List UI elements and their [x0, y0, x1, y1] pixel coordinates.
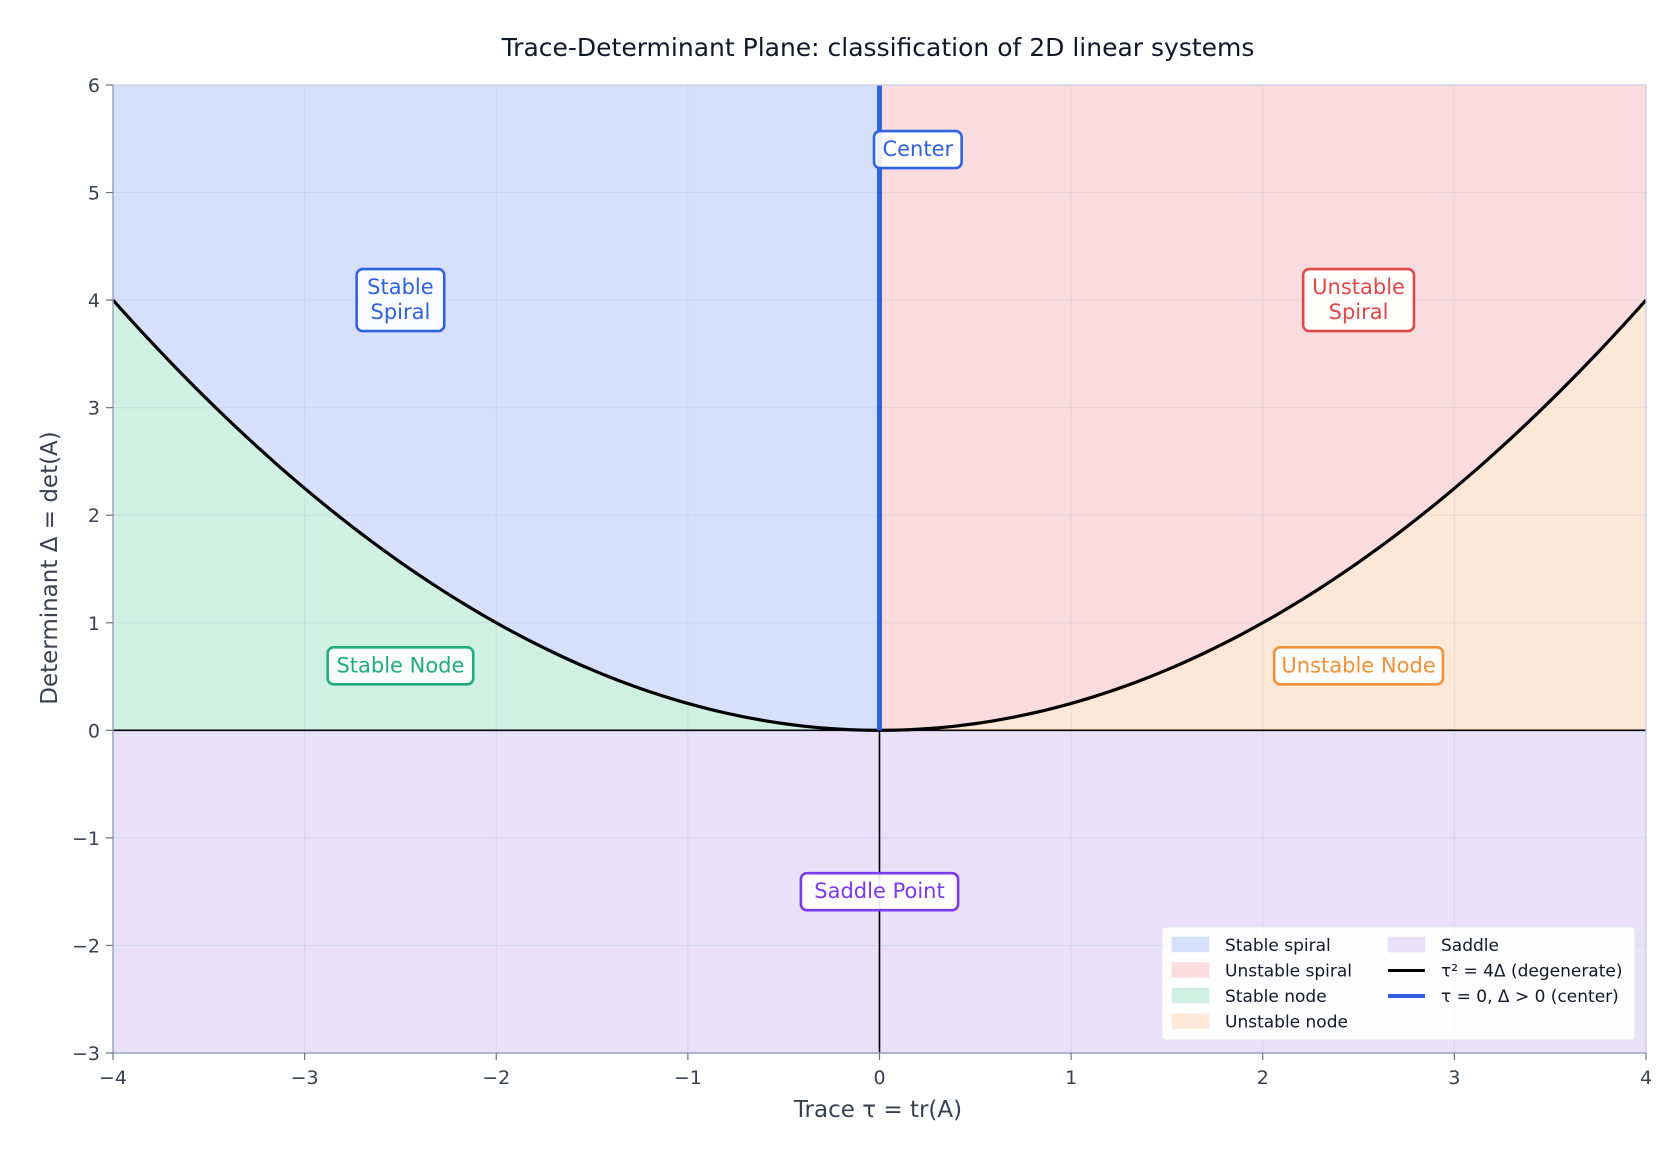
annotation-box — [1272, 645, 1445, 686]
legend-swatch — [1171, 962, 1210, 978]
annotation-line: Center — [882, 137, 953, 161]
annotation-unstable-node: Unstable Node — [1272, 645, 1445, 686]
y-tick-label: 0 — [88, 720, 100, 742]
annotation-line: Spiral — [1329, 300, 1389, 324]
x-tick-label: −1 — [674, 1067, 702, 1089]
legend-label: Stable node — [1225, 987, 1327, 1007]
region-unstable-node — [879, 300, 1646, 731]
legend-layer: Stable spiral Unstable spiral Stable node U… — [1161, 926, 1636, 1041]
y-tick-label: 6 — [88, 75, 100, 97]
annotation-center: Center — [872, 129, 963, 170]
y-tick-label: −1 — [72, 828, 100, 850]
legend-label: Unstable spiral — [1225, 962, 1352, 982]
region-stable-node — [113, 300, 880, 731]
legend-swatch — [1387, 936, 1426, 953]
annotation-box — [355, 267, 446, 333]
annotation-text: Unstable Spiral — [1312, 275, 1405, 324]
annotation-stable-spiral: Stable Spiral — [355, 267, 446, 333]
annotation-text: Saddle Point — [814, 879, 944, 903]
x-tick-label: 2 — [1257, 1067, 1269, 1089]
chart-title: Trace-Determinant Plane: classification … — [501, 33, 1255, 62]
y-tick-label: 2 — [88, 505, 100, 527]
annotation-line: Unstable Node — [1281, 653, 1435, 677]
annotation-text: Stable Node — [336, 653, 464, 677]
x-tick-label: −4 — [99, 1067, 127, 1089]
legend-label: Saddle — [1441, 936, 1499, 956]
x-tick-label: 3 — [1448, 1067, 1460, 1089]
y-tick-label: 1 — [88, 613, 100, 635]
y-tick-label: 5 — [88, 183, 100, 205]
series-layer — [111, 85, 1648, 1053]
annotation-line: Stable Node — [336, 653, 464, 677]
annotation-box — [1301, 267, 1416, 333]
region-unstable-spiral — [879, 85, 1646, 731]
x-tick-label: 4 — [1640, 1067, 1652, 1089]
annotation-line: Stable — [367, 275, 434, 299]
legend-swatch — [1171, 987, 1210, 1004]
x-tick-label: 0 — [873, 1067, 885, 1089]
annotation-box — [872, 129, 963, 170]
annotation-text: Stable Spiral — [367, 275, 434, 324]
y-axis-title: Determinant Δ = det(A) — [37, 431, 63, 705]
legend-label: Stable spiral — [1225, 936, 1331, 956]
x-tick-label: 1 — [1065, 1067, 1077, 1089]
y-tick-label: 3 — [88, 398, 100, 420]
legend-swatch — [1171, 936, 1210, 953]
annotation-saddle-point: Saddle Point — [799, 871, 960, 912]
legend-box — [1161, 926, 1636, 1041]
annotation-line: Unstable — [1312, 275, 1405, 299]
annotation-text: Center — [882, 137, 953, 161]
annotation-box — [326, 645, 475, 686]
y-tick-label: −3 — [72, 1043, 100, 1065]
legend-label: Unstable node — [1225, 1013, 1348, 1033]
region-stable-spiral — [113, 85, 880, 731]
legend-label: τ = 0, Δ > 0 (center) — [1441, 987, 1619, 1007]
legend-swatch — [1171, 1013, 1210, 1029]
legend-label: τ² = 4Δ (degenerate) — [1441, 962, 1622, 982]
annotation-line: Saddle Point — [814, 879, 944, 903]
annotation-stable-node: Stable Node — [326, 645, 475, 686]
y-tick-label: 4 — [88, 290, 100, 312]
x-tick-label: −2 — [482, 1067, 510, 1089]
x-tick-label: −3 — [291, 1067, 319, 1089]
annotation-box — [799, 871, 960, 912]
y-tick-label: −2 — [72, 935, 100, 957]
annotation-text: Unstable Node — [1281, 653, 1435, 677]
annotation-line: Spiral — [371, 300, 431, 324]
annotation-unstable-spiral: Unstable Spiral — [1301, 267, 1416, 333]
x-axis-title: Trace τ = tr(A) — [793, 1097, 962, 1123]
